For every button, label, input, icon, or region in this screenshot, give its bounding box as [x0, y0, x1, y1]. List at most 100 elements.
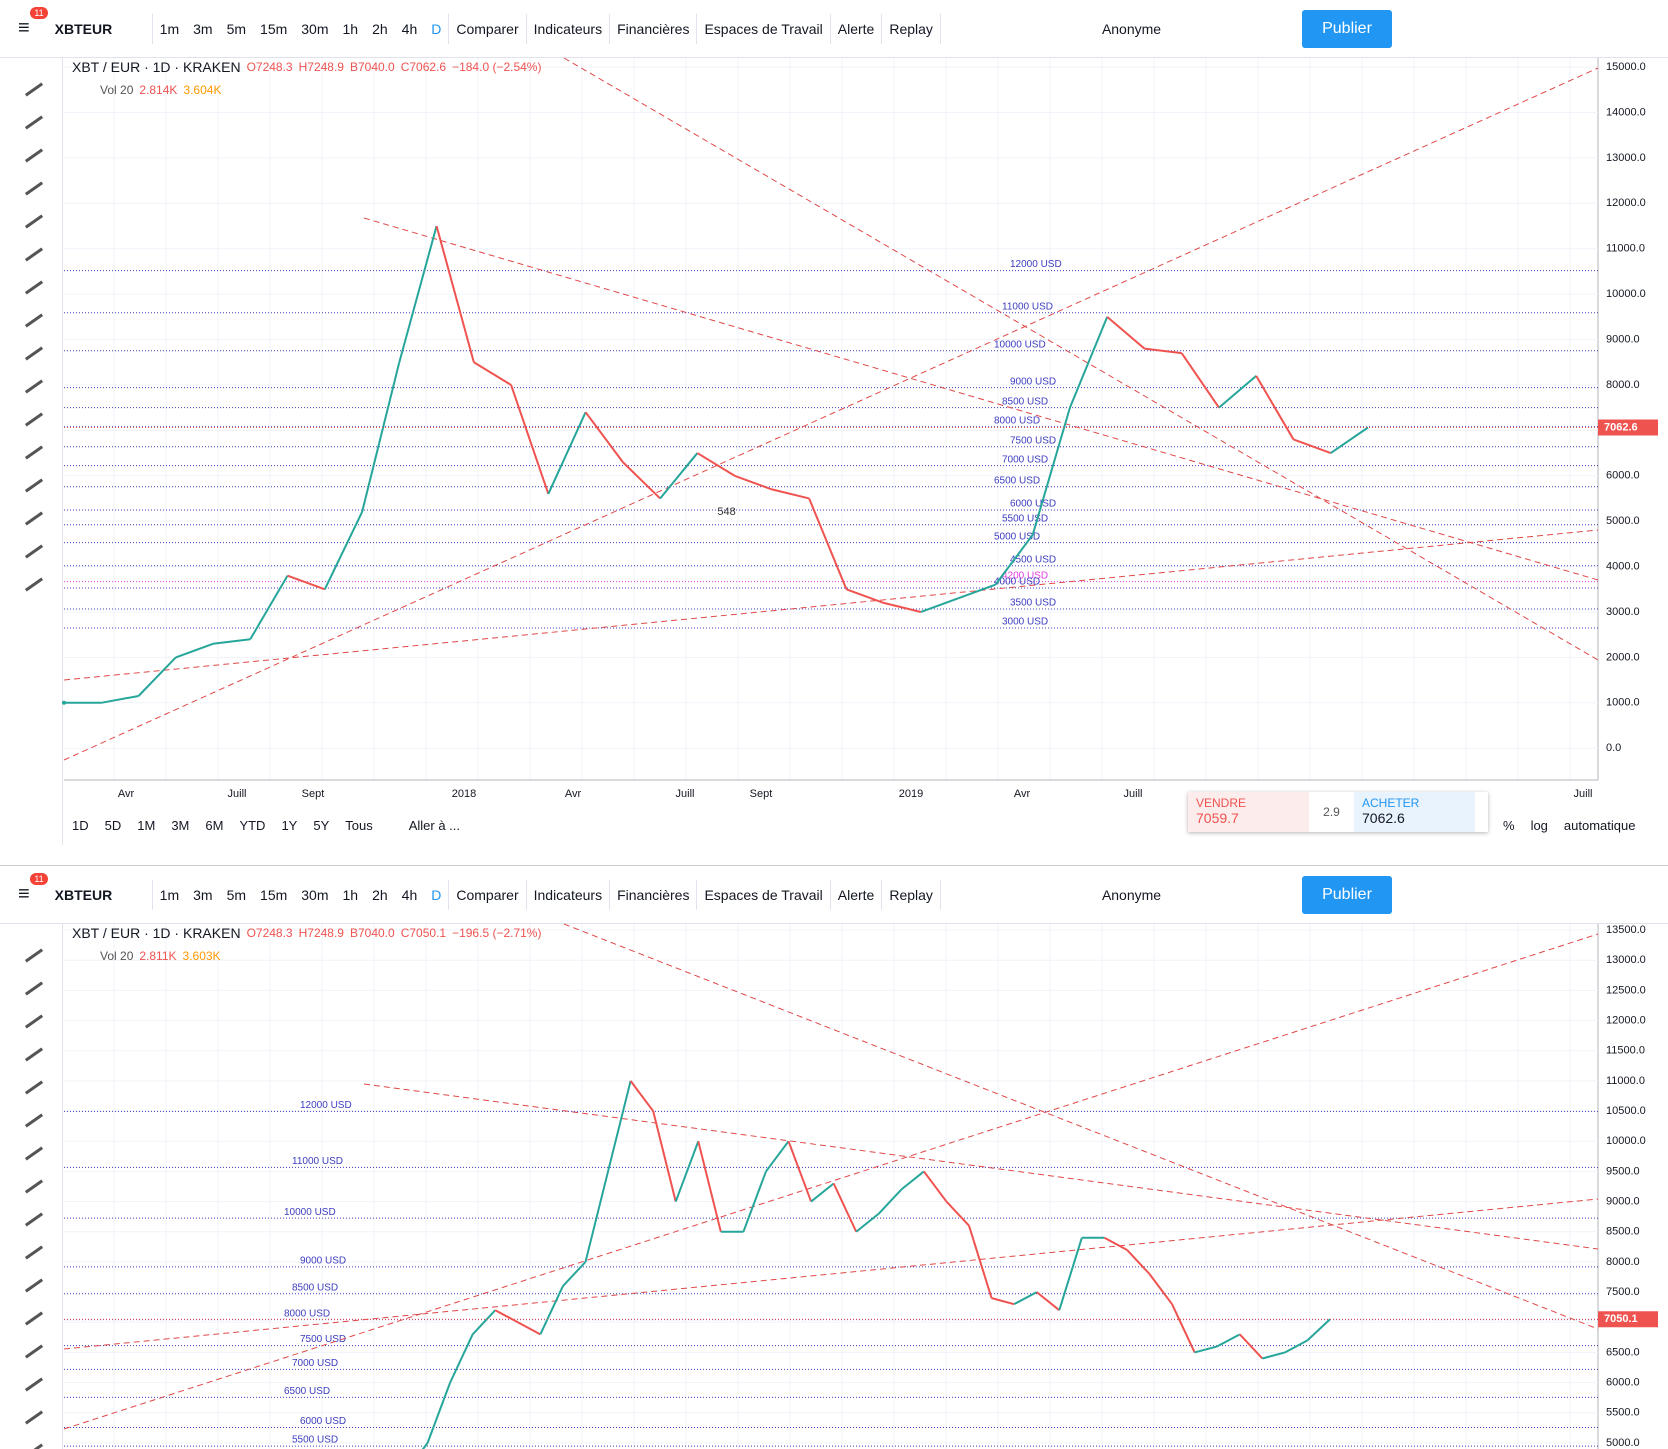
menu-button[interactable]: ≡ 11 — [0, 7, 48, 40]
tool-button[interactable]: Replay — [889, 20, 933, 37]
range-button[interactable]: 3M — [171, 817, 190, 833]
interval-button[interactable]: D — [431, 886, 442, 903]
trend-line — [63, 529, 1599, 681]
x-tick-label: Juill — [1574, 788, 1593, 800]
price-segment — [810, 1182, 835, 1203]
interval-button[interactable]: 15m — [260, 886, 288, 903]
y-tick-label: 5000.0 — [1606, 1437, 1640, 1449]
tool-button[interactable]: Financières — [617, 886, 690, 903]
buy-label: ACHETER — [1362, 796, 1420, 810]
price-segment — [808, 498, 848, 590]
level-label: 5000 USD — [994, 531, 1040, 542]
price-segment — [1148, 1273, 1173, 1305]
range-button[interactable]: Tous — [345, 817, 373, 833]
level-label: 6000 USD — [300, 1416, 346, 1427]
interval-button[interactable]: 1h — [342, 886, 359, 903]
level-label: 6000 USD — [1010, 499, 1056, 510]
price-segment — [323, 511, 363, 590]
buy-button[interactable]: ACHETER 7062.6 — [1354, 792, 1475, 832]
x-tick-label: Juill — [228, 788, 247, 800]
price-segment — [435, 225, 475, 363]
range-button[interactable]: YTD — [239, 817, 266, 833]
symbol[interactable]: XBTEUR — [54, 886, 113, 903]
range-button[interactable]: 1M — [137, 817, 156, 833]
x-tick-label: Avr — [565, 788, 582, 800]
price-segment — [1106, 316, 1146, 350]
buy-price: 7062.6 — [1362, 810, 1405, 826]
tool-button[interactable]: Alerte — [837, 20, 875, 37]
legend-open: O7248.3 — [247, 60, 293, 74]
interval-button[interactable]: 4h — [401, 20, 418, 37]
separator — [151, 879, 153, 910]
y-tick-label: 15000.0 — [1606, 61, 1646, 73]
scale-option[interactable]: % — [1503, 817, 1515, 833]
level-label: 6500 USD — [994, 475, 1040, 486]
interval-button[interactable]: 5m — [226, 20, 247, 37]
price-segment — [1036, 1291, 1060, 1311]
tool-button[interactable]: Alerte — [837, 886, 875, 903]
range-button[interactable]: 5D — [104, 817, 122, 833]
interval-button[interactable]: 5m — [226, 886, 247, 903]
tool-button[interactable]: Indicateurs — [533, 886, 603, 903]
tool-button[interactable]: Financières — [617, 20, 690, 37]
drawing-toolbar — [0, 58, 63, 845]
interval-button[interactable]: 30m — [301, 886, 329, 903]
price-segment — [846, 588, 885, 604]
y-tick-label: 1000.0 — [1606, 697, 1640, 709]
sell-button[interactable]: VENDRE 7059.7 — [1188, 792, 1309, 832]
account[interactable]: Anonyme — [1101, 886, 1162, 903]
interval-button[interactable]: 2h — [372, 886, 388, 903]
price-segment — [426, 1382, 452, 1444]
range-button[interactable]: 1D — [72, 817, 89, 833]
interval-button[interactable]: 1h — [342, 20, 359, 37]
tool-button[interactable]: Replay — [889, 886, 933, 903]
volume-legend: Vol 20 2.811K 3.603K — [100, 949, 221, 963]
price-segment — [494, 1309, 519, 1324]
trend-line — [63, 1198, 1599, 1350]
menu-button[interactable]: ≡ 11 — [0, 873, 48, 906]
separator — [939, 879, 941, 910]
sell-label: VENDRE — [1196, 796, 1247, 810]
account[interactable]: Anonyme — [1101, 20, 1162, 37]
interval-button[interactable]: 1m — [159, 886, 180, 903]
chart-note: 548 — [717, 506, 735, 518]
y-tick-label: 10500.0 — [1606, 1105, 1646, 1117]
range-button[interactable]: 1Y — [281, 817, 298, 833]
scale-option[interactable]: log — [1530, 817, 1548, 833]
publish-button[interactable]: Publier — [1302, 9, 1392, 48]
interval-button[interactable]: 2h — [372, 20, 388, 37]
interval-button[interactable]: 4h — [401, 886, 418, 903]
bottom-toolbar: 1D 5D 1M 3M 6M YTD 1Y 5Y Tous Aller à ... — [64, 806, 468, 844]
tool-button[interactable]: Indicateurs — [533, 20, 603, 37]
price-segment — [1171, 1303, 1196, 1353]
interval-button[interactable]: D — [431, 20, 442, 37]
scale-options: % log automatique — [1495, 806, 1643, 844]
price-segment — [510, 384, 550, 495]
y-tick-label: 9000.0 — [1606, 333, 1640, 345]
interval-button[interactable]: 30m — [301, 20, 329, 37]
level-label: 8500 USD — [292, 1282, 338, 1293]
tool-button[interactable]: Comparer — [456, 886, 519, 903]
interval-button[interactable]: 1m — [159, 20, 180, 37]
scale-option[interactable]: automatique — [1563, 817, 1636, 833]
price-segment — [832, 1183, 858, 1233]
y-tick-label: 8500.0 — [1606, 1226, 1640, 1238]
price-segment — [249, 575, 289, 640]
range-button[interactable]: 6M — [205, 817, 224, 833]
price-segment — [771, 488, 810, 500]
y-tick-label: 3000.0 — [1606, 606, 1640, 618]
tool-button[interactable]: Espaces de Travail — [704, 20, 823, 37]
tool-button[interactable]: Espaces de Travail — [704, 886, 823, 903]
symbol[interactable]: XBTEUR — [54, 20, 113, 37]
trend-line — [363, 1083, 1599, 1250]
range-button[interactable]: 5Y — [313, 817, 330, 833]
interval-button[interactable]: 15m — [260, 20, 288, 37]
separator — [829, 13, 831, 44]
publish-button[interactable]: Publier — [1302, 875, 1392, 914]
goto-button[interactable]: Aller à ... — [408, 817, 461, 833]
interval-button[interactable]: 3m — [193, 886, 213, 903]
price-segment — [1284, 1339, 1308, 1354]
price-segment — [659, 452, 699, 500]
tool-button[interactable]: Comparer — [456, 20, 519, 37]
interval-button[interactable]: 3m — [193, 20, 213, 37]
